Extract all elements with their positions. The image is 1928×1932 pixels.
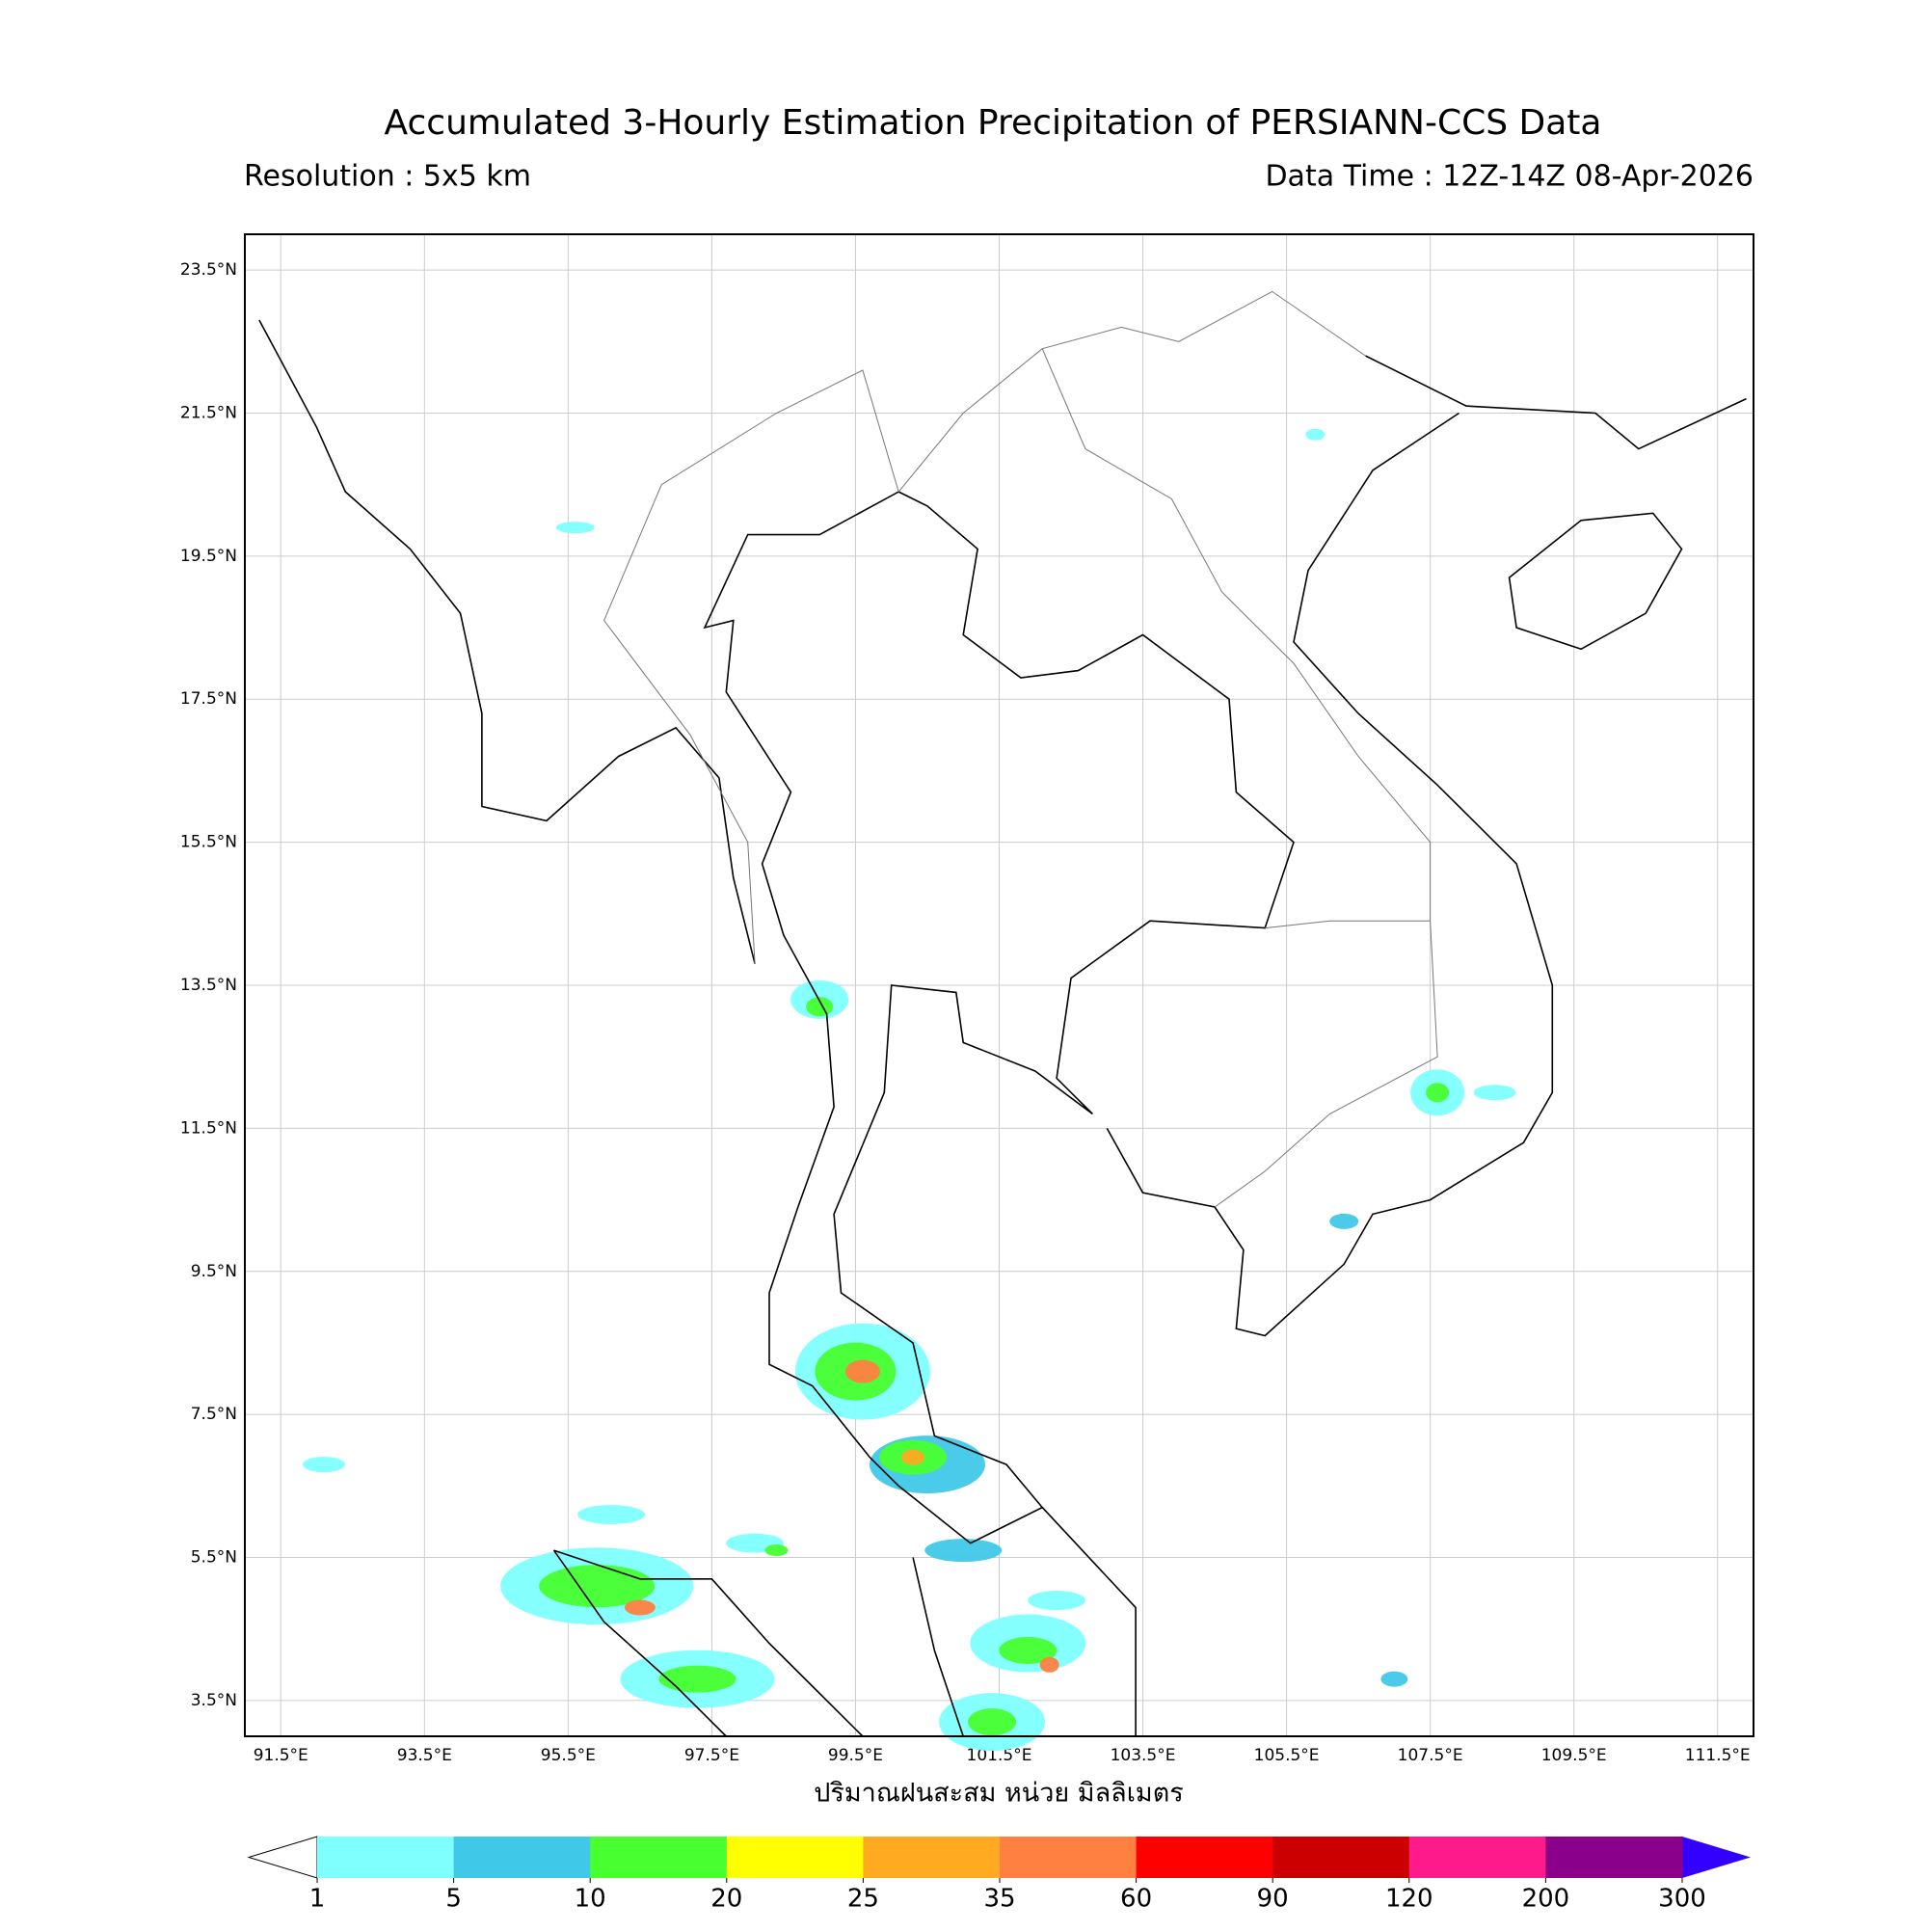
rain-patch — [806, 997, 834, 1017]
x-tick-label: 99.5°E — [828, 1746, 883, 1765]
title: Accumulated 3-Hourly Estimation Precipit… — [385, 103, 1602, 143]
rain-patch — [1039, 1656, 1059, 1673]
colorbar-segment — [317, 1837, 455, 1878]
rain-patch — [999, 1636, 1058, 1664]
y-tick-label: 11.5°N — [180, 1118, 237, 1138]
colorbar-label: 35 — [983, 1885, 1015, 1914]
colorbar-segment — [726, 1837, 864, 1878]
thailand-outline — [703, 491, 1295, 1544]
x-tick-label: 101.5°E — [967, 1746, 1032, 1765]
hainan — [1508, 512, 1683, 651]
colorbar-segment — [1136, 1837, 1273, 1878]
rain-patch — [624, 1599, 656, 1616]
colorbar-label: 200 — [1522, 1885, 1570, 1914]
rain-patch — [1305, 428, 1326, 441]
rain-patch — [302, 1457, 345, 1473]
rain-patch — [1473, 1085, 1516, 1101]
y-tick-label: 17.5°N — [180, 689, 237, 709]
x-tick-label: 91.5°E — [254, 1746, 308, 1765]
colorbar-segment — [1000, 1837, 1138, 1878]
y-tick-label: 23.5°N — [180, 260, 237, 280]
x-tick-label: 93.5°E — [397, 1746, 452, 1765]
rain-patch — [968, 1708, 1017, 1736]
x-tick-label: 107.5°E — [1398, 1746, 1463, 1765]
y-tick-label: 19.5°N — [180, 547, 237, 566]
rain-patch — [1028, 1591, 1086, 1611]
colorbar-label: 90 — [1257, 1885, 1289, 1914]
rain-patch — [844, 1359, 880, 1383]
rain-patch — [1380, 1671, 1408, 1687]
map-frame — [244, 233, 1754, 1737]
resolution: Resolution : 5x5 km — [244, 160, 531, 194]
colorbar-segment — [590, 1837, 728, 1878]
rain-patch — [555, 522, 595, 534]
rain-patch — [901, 1449, 925, 1465]
border — [603, 369, 899, 964]
x-tick-label: 95.5°E — [541, 1746, 596, 1765]
china-coast — [1365, 355, 1747, 450]
colorbar-label: 25 — [847, 1885, 879, 1914]
rain-patch — [924, 1539, 1003, 1563]
rain-patch — [577, 1505, 646, 1525]
border — [1041, 348, 1438, 1208]
rain-patch — [1426, 1083, 1450, 1103]
x-tick-label: 105.5°E — [1254, 1746, 1320, 1765]
border — [1265, 920, 1431, 929]
x-tick-label: 103.5°E — [1111, 1746, 1176, 1765]
x-tick-label: 111.5°E — [1685, 1746, 1751, 1765]
vietnam-coast — [1106, 412, 1554, 1337]
sumatra-coast — [553, 1549, 864, 1737]
x-tick-label: 109.5°E — [1541, 1746, 1607, 1765]
y-tick-label: 5.5°N — [191, 1548, 237, 1568]
colorbar-segment — [1408, 1837, 1546, 1878]
y-tick-label: 7.5°N — [191, 1405, 237, 1424]
rain-patch — [658, 1665, 736, 1693]
rain-patch — [764, 1544, 789, 1557]
sumatra-west — [552, 1549, 727, 1737]
colorbar-segment — [1272, 1837, 1410, 1878]
x-tick-label: 97.5°E — [684, 1746, 739, 1765]
data-time: Data Time : 12Z-14Z 08-Apr-2026 — [1265, 160, 1754, 194]
colorbar-segment — [1545, 1837, 1683, 1878]
colorbar-label: 120 — [1385, 1885, 1433, 1914]
y-tick-label: 21.5°N — [180, 403, 237, 422]
colorbar-label: 5 — [445, 1885, 462, 1914]
malaysia-coast — [1041, 1507, 1137, 1736]
myanmar-coast — [258, 319, 756, 964]
y-tick-label: 9.5°N — [191, 1262, 237, 1281]
colorbar-under — [247, 1836, 318, 1879]
colorbar-over — [1682, 1837, 1751, 1878]
rain-patch — [1329, 1213, 1359, 1229]
malaysia-west-coast — [912, 1557, 964, 1737]
y-tick-label: 15.5°N — [180, 833, 237, 852]
colorbar-segment — [453, 1837, 591, 1878]
colorbar-label: 60 — [1120, 1885, 1152, 1914]
border — [897, 290, 1366, 493]
colorbar-label: 20 — [710, 1885, 742, 1914]
rain-patch — [539, 1565, 656, 1608]
colorbar-segment — [863, 1837, 1001, 1878]
colorbar-label: 300 — [1658, 1885, 1706, 1914]
x-label: ปริมาณฝนสะสม หน่วย มิลลิเมตร — [814, 1779, 1184, 1809]
y-tick-label: 13.5°N — [180, 976, 237, 995]
colorbar-label: 1 — [309, 1885, 326, 1914]
colorbar-label: 10 — [575, 1885, 606, 1914]
y-tick-label: 3.5°N — [191, 1691, 237, 1710]
